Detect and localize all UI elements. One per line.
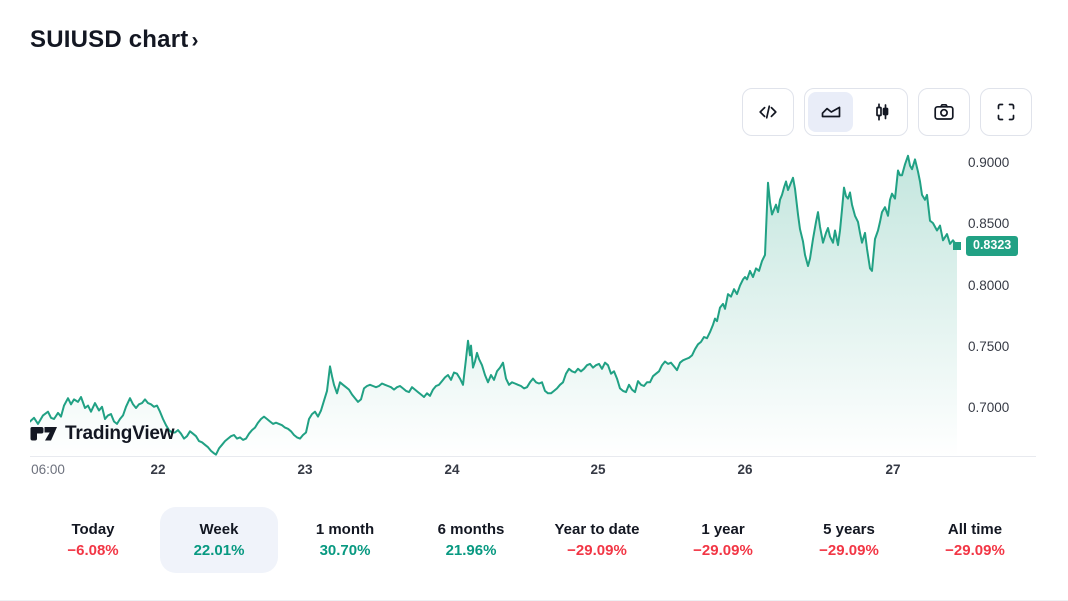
- x-axis-label: 23: [297, 462, 313, 477]
- tradingview-logo-text: TradingView: [65, 423, 175, 444]
- x-axis-label: 25: [590, 462, 606, 477]
- y-axis-label: 0.7500: [968, 338, 1010, 354]
- range-5-years[interactable]: 5 years −29.09%: [790, 507, 908, 573]
- range-label: Today: [71, 521, 115, 538]
- range-label: 1 year: [701, 521, 745, 538]
- range-cell: 5 years −29.09%: [786, 505, 912, 575]
- y-axis-label: 0.8000: [968, 277, 1010, 293]
- price-line: [29, 154, 958, 456]
- x-axis-label: 26: [737, 462, 753, 477]
- x-axis-label: 06:00: [31, 462, 65, 477]
- price-chart[interactable]: [29, 150, 958, 458]
- area-fill: [30, 155, 957, 458]
- range-label: 1 month: [315, 521, 375, 538]
- fullscreen-icon: [997, 103, 1015, 121]
- range-percent: −29.09%: [945, 542, 1005, 559]
- y-axis-label: 0.7000: [968, 400, 1010, 416]
- range-cell: 1 year −29.09%: [660, 505, 786, 575]
- range-all-time[interactable]: All time −29.09%: [916, 507, 1034, 573]
- last-price-marker: [953, 242, 961, 250]
- range-cell: All time −29.09%: [912, 505, 1038, 575]
- x-axis-label: 24: [444, 462, 460, 477]
- x-axis-label: 22: [150, 462, 166, 477]
- camera-icon: [934, 103, 954, 120]
- range-year-to-date[interactable]: Year to date −29.09%: [538, 507, 656, 573]
- range-cell: 1 month 30.70%: [282, 505, 408, 575]
- range-label: Week: [199, 521, 239, 538]
- embed-code-button[interactable]: [742, 88, 794, 136]
- range-percent: −29.09%: [567, 542, 627, 559]
- range-1-year[interactable]: 1 year −29.09%: [664, 507, 782, 573]
- x-axis-label: 27: [885, 462, 901, 477]
- range-label: 5 years: [823, 521, 875, 538]
- last-price-badge: 0.8323: [966, 236, 1019, 256]
- range-percent: 21.96%: [445, 542, 497, 559]
- range-percent: −29.09%: [819, 542, 879, 559]
- title-chevron-icon: ›: [191, 28, 199, 52]
- symbol-title: SUIUSD chart: [30, 26, 189, 53]
- area-style-button[interactable]: [808, 92, 853, 132]
- y-axis-label: 0.8500: [968, 216, 1010, 232]
- page-title[interactable]: SUIUSD chart ›: [30, 26, 199, 54]
- range-label: All time: [947, 521, 1003, 538]
- area-chart-icon: [821, 106, 840, 118]
- range-cell: 6 months 21.96%: [408, 505, 534, 575]
- code-icon: [759, 105, 777, 119]
- range-6-months[interactable]: 6 months 21.96%: [412, 507, 530, 573]
- range-label: Year to date: [554, 521, 640, 538]
- range-percent: −6.08%: [67, 542, 119, 559]
- tradingview-attribution[interactable]: TradingView: [30, 423, 175, 445]
- range-cell: Week 22.01%: [156, 505, 282, 575]
- snapshot-button[interactable]: [918, 88, 970, 136]
- range-label: 6 months: [437, 521, 505, 538]
- range-cell: Year to date −29.09%: [534, 505, 660, 575]
- candles-style-button[interactable]: [859, 92, 904, 132]
- range-cell: Today −6.08%: [30, 505, 156, 575]
- range-week[interactable]: Week 22.01%: [160, 507, 278, 573]
- range-percent: −29.09%: [693, 542, 753, 559]
- range-1-month[interactable]: 1 month 30.70%: [286, 507, 404, 573]
- range-percent: 30.70%: [319, 542, 371, 559]
- range-selector: Today −6.08% Week 22.01% 1 month 30.70% 6 mont…: [30, 505, 1038, 575]
- chart-toolbar: [742, 88, 1032, 136]
- range-today[interactable]: Today −6.08%: [34, 507, 152, 573]
- x-axis-baseline: [30, 456, 1036, 457]
- tradingview-logo-icon: [30, 427, 57, 441]
- y-axis-label: 0.9000: [968, 155, 1010, 171]
- area-series: [29, 154, 958, 458]
- fullscreen-button[interactable]: [980, 88, 1032, 136]
- chart-style-toggle: [804, 88, 908, 136]
- candlestick-icon: [875, 103, 888, 121]
- range-percent: 22.01%: [193, 542, 245, 559]
